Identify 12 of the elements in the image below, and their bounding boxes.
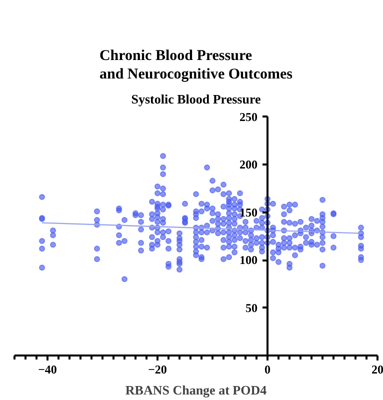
x-axis-title: RBANS Change at POD4 xyxy=(125,382,268,398)
y-axis-title: Systolic Blood Pressure xyxy=(131,92,261,106)
y-tick-label: 100 xyxy=(240,253,258,268)
x-tick-label: −20 xyxy=(148,362,167,376)
y-tick-label: 250 xyxy=(240,110,258,124)
y-tick-label: 200 xyxy=(240,158,258,172)
y-tick-label: 150 xyxy=(240,205,258,220)
y-tick-label: 50 xyxy=(246,300,258,315)
x-tick-label: −40 xyxy=(38,362,57,376)
x-tick-label: 0 xyxy=(264,362,270,376)
chart-title: Chronic Blood Pressure and Neurocognitive Outcomes xyxy=(99,48,293,82)
x-tick-label: 20 xyxy=(372,362,383,376)
